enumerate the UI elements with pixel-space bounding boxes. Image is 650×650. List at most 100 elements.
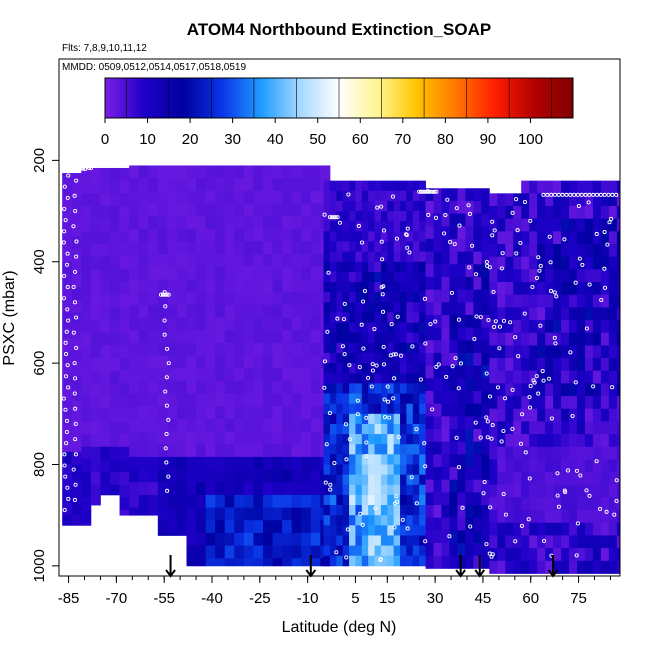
heatmap-cell [561,180,570,194]
heatmap-cell [253,241,264,255]
heatmap-cell [576,446,586,460]
heatmap-cell [329,474,337,486]
heatmap-cell [400,342,407,354]
heatmap-cell [342,342,350,354]
heatmap-cell [110,396,120,410]
heatmap-cell [253,254,264,268]
heatmap-cell [380,363,388,374]
heatmap-cell [569,510,578,524]
heatmap-cell [215,558,226,567]
heatmap-cell [393,454,401,465]
heatmap-cell [374,211,382,222]
heatmap-cell [457,543,466,557]
heatmap-cell [215,266,226,280]
heatmap-cell [196,216,207,230]
flight-track-point [519,523,524,528]
heatmap-cell [234,368,245,382]
heatmap-cell [205,431,216,445]
heatmap-cell [62,185,73,199]
heatmap-cell [361,332,369,344]
flight-track-point [514,251,519,256]
heatmap-cell [600,560,610,574]
flight-track-point [490,219,495,224]
heatmap-cell [90,459,101,473]
heatmap-cell [272,330,283,344]
heatmap-cell [100,434,111,448]
heatmap-cell [374,423,382,435]
heatmap-cell [342,474,350,486]
heatmap-cell [441,505,450,519]
heatmap-cell [545,218,554,232]
heatmap-cell [380,292,388,303]
heatmap-cell [349,505,356,516]
heatmap-cell [301,469,312,483]
heatmap-cell [561,193,570,207]
heatmap-cell [253,431,264,445]
heatmap-cell [263,241,273,255]
heatmap-cell [157,520,168,534]
heatmap-cell [282,482,293,496]
heatmap-cell [71,350,82,364]
heatmap-cell [71,274,82,288]
heatmap-cell [513,231,522,245]
flight-track-point [450,364,455,369]
flight-track-point [432,189,437,194]
heatmap-cell [186,342,197,356]
heatmap-cell [380,454,388,465]
heatmap-cell [263,380,273,394]
heatmap-cell [282,558,293,567]
heatmap-cell [387,474,395,486]
flight-track-point [538,323,543,328]
heatmap-cell [196,178,207,192]
heatmap-cell [513,396,522,410]
heatmap-cell [513,497,522,511]
heatmap-cell [253,178,264,192]
heatmap-cell [537,282,546,296]
heatmap-cell [361,474,369,486]
heatmap-cell [545,231,554,245]
heatmap-cell [449,390,458,405]
heatmap-cell [176,520,187,534]
flight-track-point [166,292,171,297]
heatmap-cell [119,307,130,321]
heatmap-cell [521,256,530,270]
heatmap-cell [433,441,442,455]
heatmap-cell [81,408,92,422]
heatmap-cell [545,282,554,296]
flight-track-point [499,439,504,444]
heatmap-cell [513,332,522,346]
heatmap-cell [576,294,586,308]
heatmap-cell [253,558,264,567]
heatmap-cell [537,510,546,524]
flight-track-point [71,467,76,472]
heatmap-cell [457,226,466,240]
heatmap-cell [81,358,92,372]
flight-track-point [64,418,70,423]
heatmap-cell [224,444,235,458]
heatmap-cell [537,307,546,321]
heatmap-cell [196,304,207,318]
heatmap-cell [387,494,395,506]
heatmap-cell [412,444,420,455]
heatmap-cell [473,264,482,278]
heatmap-cell [310,190,321,204]
heatmap-cell [355,251,363,263]
heatmap-cell [412,434,420,445]
x-axis-label: Latitude (deg N) [282,619,397,636]
heatmap-cell [301,431,312,445]
heatmap-cell [616,408,620,422]
heatmap-cell [489,269,498,283]
heatmap-cell [537,370,546,384]
heatmap-cell [380,241,388,253]
heatmap-cell [497,244,506,258]
heatmap-cell [342,413,350,425]
heatmap-cell [592,522,602,536]
heatmap-cell [616,510,620,524]
flight-track-point [73,406,78,411]
heatmap-cell [616,256,620,270]
heatmap-cell [282,469,293,483]
heatmap-cell [449,352,458,367]
heatmap-cell [90,269,101,283]
flight-track-point [382,414,387,420]
